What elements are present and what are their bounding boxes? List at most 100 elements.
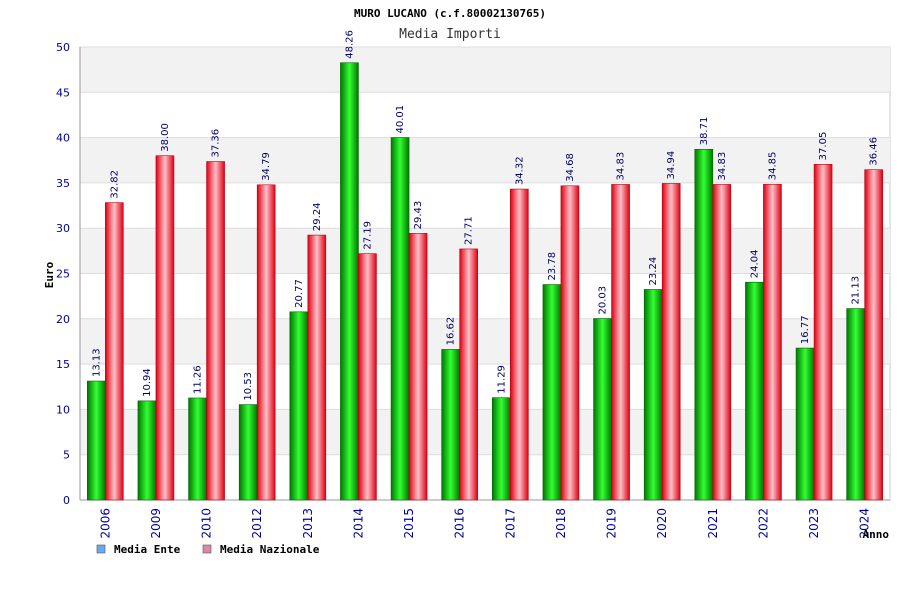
x-tick-label: 2012 — [250, 508, 264, 539]
legend-swatch — [96, 544, 106, 554]
bar-media-ente — [390, 137, 410, 501]
data-label: 24.04 — [749, 250, 760, 279]
data-label: 34.68 — [565, 153, 576, 182]
legend: Media Ente Media Nazionale — [96, 543, 320, 556]
y-tick-label: 40 — [56, 132, 70, 145]
bar-media-nazionale — [712, 184, 732, 501]
bar-media-ente — [289, 311, 309, 501]
bar-media-ente — [542, 284, 562, 501]
bar-media-ente — [593, 318, 612, 501]
data-label: 13.13 — [91, 348, 102, 377]
x-tick-label: 2018 — [554, 508, 568, 539]
bar-media-nazionale — [459, 248, 478, 501]
legend-swatch — [202, 544, 212, 554]
data-label: 37.05 — [818, 132, 829, 161]
bar-media-nazionale — [408, 233, 428, 501]
data-label: 20.77 — [294, 279, 305, 308]
data-label: 27.71 — [464, 216, 475, 245]
y-tick-label: 35 — [56, 177, 70, 190]
bar-media-ente — [87, 380, 106, 501]
x-tick-label: 2014 — [351, 508, 365, 539]
x-tick-label: 2023 — [807, 508, 821, 539]
data-label: 37.36 — [211, 129, 222, 158]
data-label: 34.83 — [717, 152, 728, 181]
bar-media-ente — [441, 349, 460, 501]
data-label: 21.13 — [851, 276, 862, 305]
y-tick-label: 50 — [56, 41, 70, 54]
x-tick-label: 2010 — [200, 508, 214, 539]
y-tick-label: 25 — [56, 268, 70, 281]
data-label: 27.19 — [362, 221, 373, 250]
data-label: 40.01 — [395, 105, 406, 134]
bar-media-nazionale — [661, 183, 681, 501]
bar-media-nazionale — [560, 185, 580, 501]
bar-media-ente — [188, 397, 207, 501]
x-tick-label: 2015 — [402, 508, 416, 539]
data-label: 29.24 — [312, 202, 323, 231]
data-label: 29.43 — [413, 201, 424, 230]
bar-media-nazionale — [813, 164, 833, 501]
data-label: 20.03 — [598, 286, 609, 315]
y-tick-label: 45 — [56, 86, 70, 99]
data-label: 10.53 — [243, 372, 254, 401]
bar-media-nazionale — [510, 188, 529, 501]
x-tick-label: 2013 — [301, 508, 315, 539]
data-label: 11.26 — [193, 365, 204, 394]
y-tick-label: 0 — [63, 494, 70, 507]
grid-band — [80, 47, 890, 93]
x-tick-label: 2022 — [756, 508, 770, 539]
data-label: 10.94 — [142, 368, 153, 397]
data-label: 34.32 — [514, 156, 525, 185]
data-label: 16.62 — [446, 317, 457, 346]
plot-area: 0 5 10 15 20 25 30 35 40 45 50 13.13 32.82 2006 10.94 3… — [56, 30, 891, 539]
x-tick-label: 2020 — [655, 508, 669, 539]
bar-media-ente — [137, 400, 157, 501]
data-label: 38.00 — [160, 123, 171, 152]
data-label: 23.78 — [547, 252, 558, 281]
bar-media-nazionale — [358, 253, 377, 501]
bar-media-ente — [492, 397, 511, 501]
bar-media-ente — [745, 281, 764, 501]
y-tick-label: 5 — [63, 449, 70, 462]
data-label: 48.26 — [344, 30, 355, 59]
bar-media-nazionale — [105, 202, 124, 501]
legend-label: Media Nazionale — [220, 543, 320, 556]
y-tick-label: 30 — [56, 222, 70, 235]
bar-media-nazionale — [763, 183, 782, 501]
bar-media-nazionale — [155, 155, 175, 501]
y-tick-label: 20 — [56, 313, 70, 326]
data-label: 34.94 — [666, 151, 677, 180]
x-tick-label: 2006 — [98, 508, 112, 539]
data-label: 38.71 — [699, 117, 710, 146]
bar-media-ente — [846, 308, 865, 501]
x-axis-label: Anno — [863, 528, 890, 541]
data-label: 23.24 — [648, 257, 659, 286]
y-tick-label: 10 — [56, 403, 70, 416]
bar-media-ente — [643, 289, 663, 501]
data-label: 34.79 — [261, 152, 272, 181]
data-label: 36.46 — [869, 137, 880, 166]
data-label: 32.82 — [109, 170, 120, 199]
data-label: 34.83 — [616, 152, 627, 181]
bar-media-nazionale — [307, 234, 327, 501]
data-label: 16.77 — [800, 315, 811, 344]
bar-media-nazionale — [864, 169, 883, 501]
bar-media-nazionale — [206, 161, 225, 501]
data-label: 11.29 — [496, 365, 507, 394]
bar-media-ente — [795, 347, 815, 501]
legend-label: Media Ente — [114, 543, 181, 556]
bar-media-ente — [238, 404, 258, 501]
x-tick-label: 2021 — [706, 508, 720, 539]
chart-title: MURO LUCANO (c.f.80002130765) — [354, 7, 546, 20]
x-tick-label: 2019 — [605, 508, 619, 539]
chart-subtitle: Media Importi — [399, 27, 501, 42]
bar-media-ente — [340, 62, 359, 501]
x-tick-label: 2024 — [858, 508, 872, 539]
x-tick-label: 2016 — [453, 508, 467, 539]
bar-media-ente — [694, 148, 714, 501]
x-tick-label: 2009 — [149, 508, 163, 539]
y-axis-label: Euro — [43, 261, 56, 288]
y-tick-label: 15 — [56, 358, 70, 371]
